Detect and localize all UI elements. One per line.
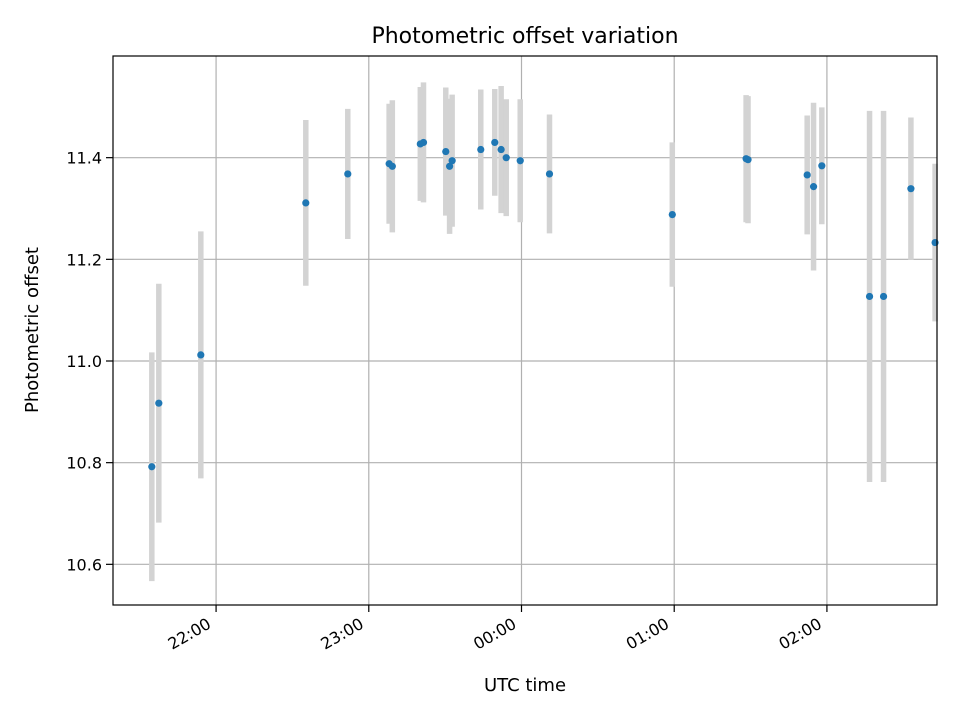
data-point — [516, 157, 524, 165]
data-point — [148, 463, 156, 471]
y-tick-label: 11.2 — [66, 250, 102, 269]
data-point — [907, 185, 915, 193]
y-axis-label: Photometric offset — [22, 247, 43, 413]
data-point — [497, 145, 505, 154]
data-point — [419, 138, 428, 147]
data-point — [197, 351, 205, 359]
data-point — [388, 162, 396, 170]
data-point — [668, 211, 676, 219]
data-point — [879, 292, 888, 301]
data-point — [803, 171, 811, 179]
data-point — [344, 170, 352, 178]
data-point — [442, 147, 450, 156]
data-point — [818, 162, 826, 170]
chart-title: Photometric offset variation — [371, 24, 678, 49]
data-point — [491, 138, 499, 147]
y-axis: 10.6 10.8 11.0 11.2 11.4 — [66, 149, 113, 574]
data-point — [155, 399, 163, 407]
x-axis-label: UTC time — [484, 675, 566, 696]
y-tick-label: 10.8 — [66, 454, 102, 473]
data-point — [744, 156, 752, 164]
data-point — [502, 154, 510, 162]
data-point — [448, 157, 456, 165]
data-point — [445, 162, 454, 170]
data-point — [545, 170, 554, 178]
y-tick-label: 10.6 — [66, 555, 102, 574]
data-point — [477, 145, 485, 154]
data-point — [865, 292, 874, 301]
plot-frame — [112, 55, 938, 606]
y-tick-label: 11.0 — [66, 352, 102, 371]
data-point — [302, 199, 310, 207]
data-point — [931, 238, 939, 247]
data-point — [809, 183, 818, 191]
y-tick-label: 11.4 — [66, 149, 102, 168]
